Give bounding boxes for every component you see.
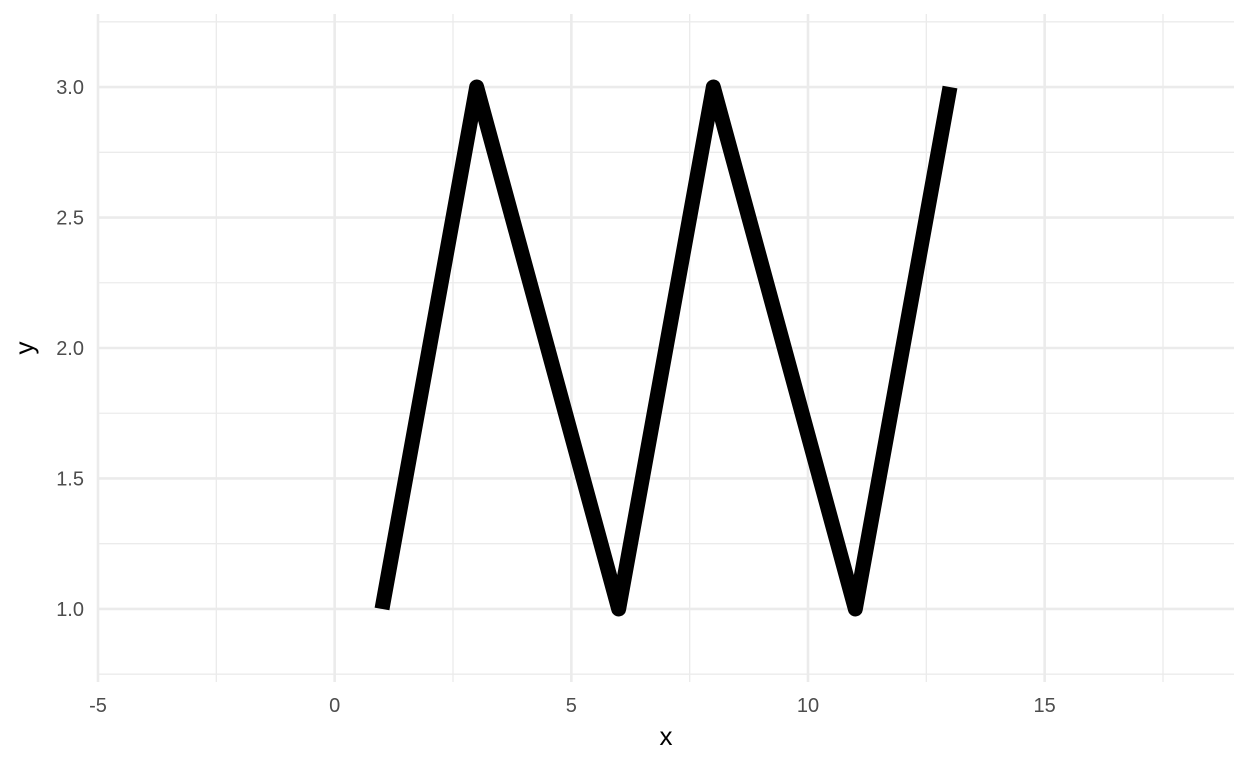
y-tick-label: 3.0 bbox=[56, 77, 84, 99]
y-tick-label: 1.5 bbox=[56, 468, 84, 490]
y-tick-label: 1.0 bbox=[56, 599, 84, 621]
series-line bbox=[374, 79, 958, 617]
series-layer bbox=[374, 79, 958, 617]
x-tick-label: -5 bbox=[89, 695, 107, 717]
y-tick-label: 2.0 bbox=[56, 338, 84, 360]
x-tick-label: 15 bbox=[1034, 695, 1056, 717]
y-tick-label: 2.5 bbox=[56, 208, 84, 230]
x-tick-label: 10 bbox=[797, 695, 819, 717]
y-axis-tick-labels: 1.0 1.5 2.0 2.5 3.0 bbox=[56, 77, 84, 621]
x-axis-title: x bbox=[660, 721, 673, 751]
x-tick-label: 5 bbox=[566, 695, 577, 717]
x-axis-tick-labels: -5 0 5 10 15 bbox=[89, 695, 1056, 717]
major-gridlines bbox=[96, 14, 1234, 682]
x-tick-label: 0 bbox=[329, 695, 340, 717]
y-axis-title: y bbox=[9, 342, 39, 355]
